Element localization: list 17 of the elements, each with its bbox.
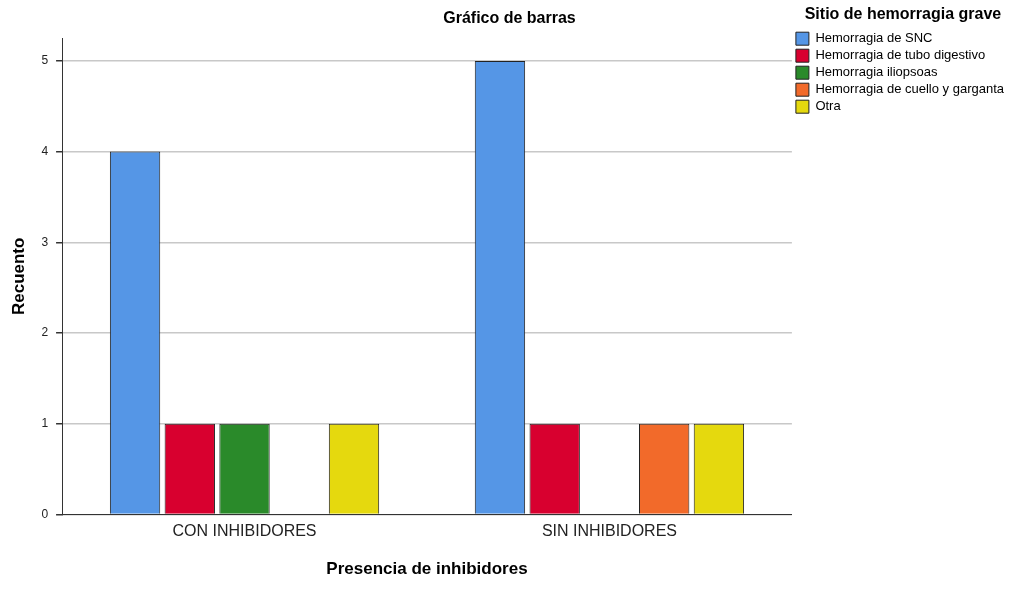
y-tick-label: 5 [41, 53, 49, 68]
y-tick-label: 1 [41, 416, 49, 431]
chart-title: Gráfico de barras [443, 9, 576, 27]
legend-label: Hemorragia de SNC [815, 30, 933, 46]
y-tick-label: 2 [41, 325, 49, 340]
legend-label: Hemorragia de cuello y garganta [815, 81, 1005, 97]
legend-label: Hemorragia iliopsoas [815, 64, 938, 80]
legend-title: Sitio de hemorragia grave [804, 5, 1002, 23]
x-tick-label: SIN INHIBIDORES [541, 522, 678, 540]
y-axis-title: Recuento [8, 237, 28, 316]
y-tick-label: 4 [41, 143, 49, 158]
x-axis-title: Presencia de inhibidores [326, 559, 528, 579]
legend-label: Otra [815, 98, 842, 114]
x-tick-label: CON INHIBIDORES [172, 522, 317, 540]
y-tick-label: 0 [41, 506, 49, 521]
legend-label: Hemorragia de tubo digestivo [815, 47, 986, 63]
y-tick-label: 3 [41, 234, 49, 249]
